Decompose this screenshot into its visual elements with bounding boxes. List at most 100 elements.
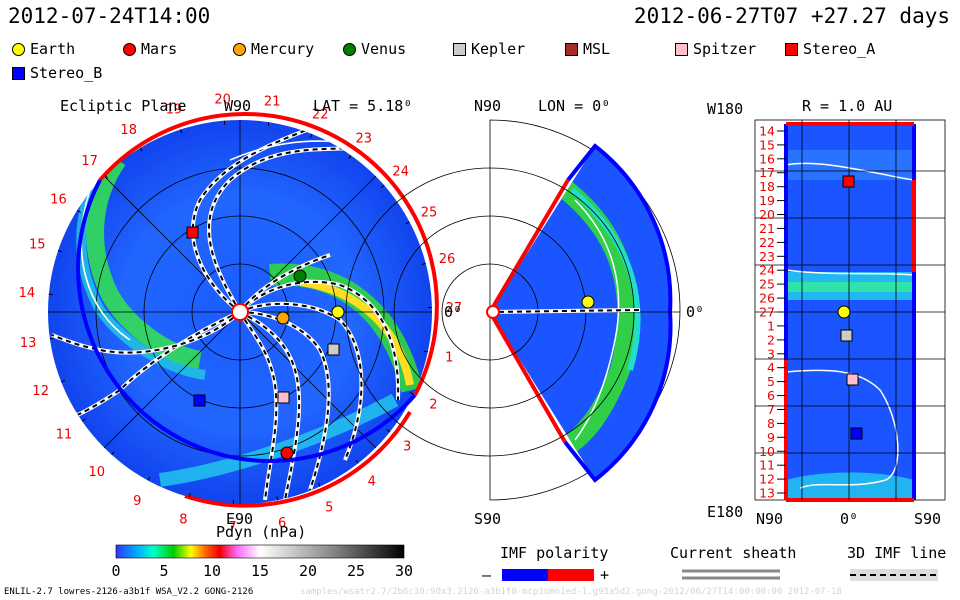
- carrington-tick: [81, 418, 86, 422]
- rotation-tick-label: 14: [759, 124, 775, 139]
- earth-marker-icon: [12, 42, 25, 56]
- carrington-label: 2: [429, 398, 437, 413]
- carrington-tick: [104, 175, 109, 179]
- legend-item-stereo-a: Stereo_A: [785, 40, 875, 58]
- meridional-earth-marker: [581, 295, 595, 309]
- imf-polarity-positive: [548, 569, 594, 581]
- meridional-lon-label: LON = 0⁰: [538, 97, 611, 115]
- meridional-zero-label: 0⁰: [686, 303, 705, 321]
- carrington-label: 11: [56, 428, 73, 443]
- rotation-tick-label: 18: [759, 179, 775, 194]
- rotation-tick-label: 25: [759, 277, 775, 292]
- carrington-tick: [111, 451, 115, 456]
- model-footer: ENLIL-2.7 lowres-2126-a3b1f WSA_V2.2 GON…: [4, 587, 254, 597]
- faint-footer: samples/wsatr2.7/2b6c30:90x3.2126-a3b1f8…: [300, 587, 842, 597]
- rotation-tick-label: 7: [767, 402, 775, 417]
- ecliptic-rim-negative: [76, 179, 417, 463]
- imf-minus-label: –: [482, 566, 492, 584]
- ecliptic-zero-label: 0⁰: [444, 303, 463, 321]
- stereo-a-marker-icon: [785, 42, 798, 56]
- legend-item-venus: Venus: [343, 40, 406, 58]
- ecliptic-yellow-core: [299, 278, 414, 386]
- carrington-label: 7: [228, 520, 236, 535]
- rotation-tick-label: 19: [759, 193, 775, 208]
- carrington-tick: [405, 221, 410, 225]
- sun-icon: [231, 303, 249, 321]
- meridional-sun-icon: [486, 305, 500, 319]
- mercury-marker-icon: [233, 42, 246, 56]
- carrington-tick: [57, 250, 63, 253]
- stereo-a-marker: [186, 226, 199, 239]
- radial-panel-plot: 1415161718192021222324252627123456789101…: [754, 119, 946, 502]
- rotation-tick-label: 22: [759, 235, 775, 250]
- legend-item-earth: Earth: [12, 40, 75, 58]
- carrington-label: 8: [179, 512, 187, 527]
- carrington-tick: [267, 122, 270, 127]
- radial-stereo-b-marker: [850, 427, 863, 440]
- carrington-label: 25: [421, 206, 438, 221]
- carrington-label: 27: [446, 301, 463, 316]
- rotation-tick-label: 6: [767, 388, 775, 403]
- radial-stereo-a-marker: [842, 175, 855, 188]
- pdyn-colorbar: [115, 544, 405, 559]
- mars-marker: [280, 446, 294, 460]
- rotation-tick-label: 24: [759, 263, 775, 278]
- meridional-edge-positive: [488, 178, 570, 443]
- stereo-b-marker: [193, 394, 206, 407]
- radial-earth-marker: [837, 305, 851, 319]
- rotation-tick-label: 11: [759, 458, 775, 473]
- run-info: 2012-06-27T07 +27.27 days: [633, 4, 950, 28]
- mars-marker-icon: [123, 42, 136, 56]
- radial-n-label: N90: [756, 510, 784, 528]
- carrington-label: 16: [50, 193, 67, 208]
- carrington-tick: [423, 350, 428, 353]
- carrington-label: 4: [368, 475, 376, 490]
- spitzer-marker: [277, 391, 290, 404]
- carrington-label: 26: [439, 252, 456, 267]
- imf-spiral-lines: [49, 123, 401, 501]
- radial-rotation-ticks: 1415161718192021222324252627123456789101…: [759, 124, 786, 501]
- legend-item-msl: MSL: [565, 40, 610, 58]
- legend-item-kepler: Kepler: [453, 40, 525, 58]
- rotation-tick-label: 9: [767, 430, 775, 445]
- carrington-tick: [421, 262, 426, 265]
- carrington-label: 9: [133, 494, 141, 509]
- radial-r-label: R = 1.0 AU: [802, 97, 893, 115]
- rotation-tick-label: 15: [759, 137, 775, 152]
- ecliptic-title: Ecliptic Plane: [60, 97, 187, 115]
- rotation-tick-label: 23: [759, 249, 775, 264]
- meridional-bottom-label: S90: [474, 510, 502, 528]
- rotation-tick-label: 13: [759, 486, 775, 501]
- ecliptic-lat-label: LAT = 5.18⁰: [313, 97, 413, 115]
- stereo-b-marker-icon: [12, 66, 25, 80]
- imf-plus-label: +: [600, 566, 610, 584]
- ecliptic-bottom-label: E90: [226, 510, 254, 528]
- colorbar-tick-label: 10: [203, 562, 222, 580]
- carrington-tick: [318, 482, 321, 487]
- rotation-tick-label: 17: [759, 165, 775, 180]
- spitzer-marker-icon: [675, 42, 688, 56]
- carrington-tick: [386, 429, 391, 433]
- carrington-tick: [409, 391, 414, 395]
- carrington-label: 5: [325, 501, 333, 516]
- carrington-tick: [188, 493, 191, 498]
- legend-item-mars: Mars: [123, 40, 177, 58]
- radial-kepler-marker: [840, 329, 853, 342]
- kepler-marker-icon: [453, 42, 466, 56]
- current-time: 2012-07-24T14:00: [8, 4, 211, 28]
- carrington-label: 14: [19, 286, 36, 301]
- radial-bottom-label: E180: [707, 503, 744, 521]
- carrington-tick: [180, 129, 183, 134]
- carrington-tick: [49, 337, 54, 340]
- colorbar-tick-label: 30: [395, 562, 414, 580]
- carrington-tick: [309, 133, 313, 138]
- rotation-tick-label: 16: [759, 151, 775, 166]
- imf-line-label: 3D IMF line: [847, 544, 947, 562]
- colorbar-tick-label: 5: [159, 562, 169, 580]
- ecliptic-rim-positive: [98, 112, 439, 396]
- meridional-top-label: N90: [474, 97, 502, 115]
- carrington-tick: [147, 476, 151, 481]
- colorbar-tick-label: 20: [299, 562, 318, 580]
